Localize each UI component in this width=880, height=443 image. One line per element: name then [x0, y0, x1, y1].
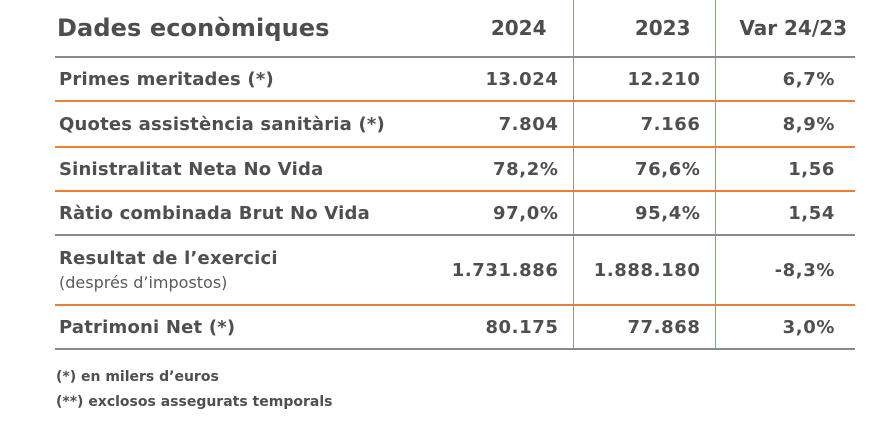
row-sublabel: (després d’impostos) — [59, 273, 228, 292]
value-variation: 1,54 — [714, 191, 855, 236]
value-variation: 3,0% — [714, 305, 855, 350]
row-label: Ràtio combinada Brut No Vida — [55, 191, 431, 236]
value-2023: 76,6% — [572, 147, 715, 192]
economic-data-table: Dades econòmiques 2024 2023 Var 24/23 Pr… — [55, 0, 855, 350]
column-header-2023: 2023 — [572, 0, 715, 58]
value-2024: 97,0% — [431, 191, 573, 236]
column-header-variation: Var 24/23 — [714, 0, 855, 58]
table-row: Quotes assistència sanitària (*) 7.804 7… — [55, 101, 855, 148]
table-row: Resultat de l’exercici (després d’impost… — [55, 235, 855, 306]
row-label: Sinistralitat Neta No Vida — [55, 147, 431, 192]
value-2024: 7.804 — [431, 101, 573, 148]
value-2023: 77.868 — [572, 305, 715, 350]
table-row: Patrimoni Net (*) 80.175 77.868 3,0% — [55, 305, 855, 350]
row-label: Resultat de l’exercici — [59, 248, 278, 269]
table-title: Dades econòmiques — [55, 0, 431, 58]
header-row: Dades econòmiques 2024 2023 Var 24/23 — [55, 0, 855, 58]
table-row: Primes meritades (*) 13.024 12.210 6,7% — [55, 57, 855, 102]
table-row: Ràtio combinada Brut No Vida 97,0% 95,4%… — [55, 191, 855, 236]
value-2024: 78,2% — [431, 147, 573, 192]
footnote: (**) exclosos assegurats temporals — [56, 394, 333, 410]
table-row: Sinistralitat Neta No Vida 78,2% 76,6% 1… — [55, 147, 855, 192]
value-variation: -8,3% — [714, 235, 855, 306]
row-label-cell: Resultat de l’exercici (després d’impost… — [55, 235, 431, 306]
row-label: Patrimoni Net (*) — [55, 305, 431, 350]
value-2023: 95,4% — [572, 191, 715, 236]
value-variation: 1,56 — [714, 147, 855, 192]
value-2024: 1.731.886 — [431, 235, 573, 306]
value-2023: 12.210 — [572, 57, 715, 102]
value-2024: 13.024 — [431, 57, 573, 102]
value-2023: 1.888.180 — [572, 235, 715, 306]
value-variation: 6,7% — [714, 57, 855, 102]
value-variation: 8,9% — [714, 101, 855, 148]
row-label: Primes meritades (*) — [55, 57, 431, 102]
value-2023: 7.166 — [572, 101, 715, 148]
row-label: Quotes assistència sanitària (*) — [55, 101, 431, 148]
economic-data-table-container: Dades econòmiques 2024 2023 Var 24/23 Pr… — [55, 0, 855, 350]
footnotes: (*) en milers d’euros (**) exclosos asse… — [56, 365, 332, 415]
column-header-2024: 2024 — [431, 0, 573, 58]
table-body: Primes meritades (*) 13.024 12.210 6,7% … — [55, 57, 855, 350]
footnote: (*) en milers d’euros — [56, 369, 219, 385]
table-header: Dades econòmiques 2024 2023 Var 24/23 — [55, 0, 855, 58]
value-2024: 80.175 — [431, 305, 573, 350]
